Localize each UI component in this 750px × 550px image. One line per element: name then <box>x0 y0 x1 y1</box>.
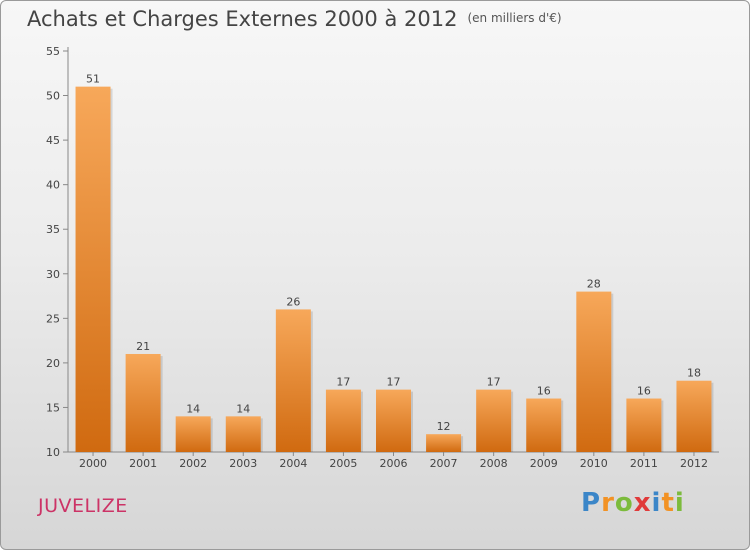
x-tick-label: 2004 <box>279 457 307 470</box>
x-tick-label: 2001 <box>129 457 157 470</box>
data-label: 17 <box>336 376 350 389</box>
bar <box>576 291 612 452</box>
x-tick-label: 2009 <box>530 457 558 470</box>
bar <box>325 389 361 452</box>
y-tick-label: 25 <box>46 312 60 325</box>
logo-letter: i <box>651 488 662 518</box>
x-tick-label: 2000 <box>79 457 107 470</box>
logo-letter: t <box>661 488 675 518</box>
bar <box>175 416 211 452</box>
y-tick-label: 10 <box>46 446 60 459</box>
logo-letter: P <box>581 488 602 518</box>
data-label: 17 <box>487 376 501 389</box>
bar <box>275 309 311 452</box>
data-label: 16 <box>537 385 551 398</box>
x-tick-label: 2011 <box>630 457 658 470</box>
y-tick-label: 35 <box>46 223 60 236</box>
bar <box>426 434 462 452</box>
data-label: 14 <box>186 402 200 415</box>
chart-title: Achats et Charges Externes 2000 à 2012 (e… <box>27 7 562 31</box>
data-label: 26 <box>286 295 300 308</box>
bar <box>125 353 161 452</box>
x-tick-label: 2006 <box>380 457 408 470</box>
commune-name: JUVELIZE <box>38 495 128 517</box>
bar <box>626 398 662 452</box>
bar <box>526 398 562 452</box>
bar <box>476 389 512 452</box>
y-tick-label: 15 <box>46 401 60 414</box>
x-tick-label: 2007 <box>430 457 458 470</box>
y-tick-label: 30 <box>46 268 60 281</box>
bar <box>225 416 261 452</box>
x-tick-label: 2002 <box>179 457 207 470</box>
data-label: 12 <box>437 420 451 433</box>
y-tick-label: 40 <box>46 179 60 192</box>
logo-letter: o <box>614 488 634 518</box>
data-label: 51 <box>86 73 100 86</box>
x-tick-label: 2012 <box>680 457 708 470</box>
bar <box>75 86 111 453</box>
logo-letter: i <box>674 488 685 518</box>
x-tick-label: 2003 <box>229 457 257 470</box>
bar <box>376 389 411 452</box>
y-tick-label: 20 <box>46 357 60 370</box>
data-label: 21 <box>136 340 150 353</box>
x-tick-label: 2005 <box>329 457 357 470</box>
y-tick-label: 50 <box>46 90 60 103</box>
y-tick-label: 45 <box>46 134 60 147</box>
chart-title-text: Achats et Charges Externes 2000 à 2012 <box>27 7 458 31</box>
data-label: 16 <box>637 385 651 398</box>
y-tick-label: 55 <box>46 45 60 58</box>
x-tick-label: 2010 <box>580 457 608 470</box>
chart-subtitle: (en milliers d'€) <box>467 11 562 25</box>
data-label: 28 <box>587 278 601 291</box>
bar <box>676 380 712 452</box>
logo-letter: x <box>633 488 652 518</box>
logo-letter: r <box>601 488 615 518</box>
data-label: 14 <box>236 402 250 415</box>
proxiti-logo: Proxiti <box>581 488 685 518</box>
data-label: 18 <box>687 367 701 380</box>
data-label: 17 <box>387 376 401 389</box>
x-tick-label: 2008 <box>480 457 508 470</box>
